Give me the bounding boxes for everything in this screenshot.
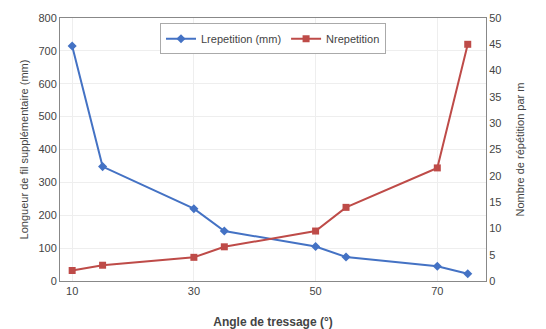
- svg-text:30: 30: [489, 117, 501, 129]
- svg-text:Longueur de fil supplémentaire: Longueur de fil supplémentaire (mm): [18, 60, 30, 240]
- svg-text:35: 35: [489, 91, 501, 103]
- svg-text:Lrepetition (mm): Lrepetition (mm): [201, 33, 281, 45]
- svg-text:25: 25: [489, 143, 501, 155]
- svg-text:Nrepetition: Nrepetition: [326, 33, 379, 45]
- svg-text:0: 0: [489, 275, 495, 287]
- svg-text:400: 400: [38, 143, 56, 155]
- svg-text:100: 100: [38, 242, 56, 254]
- svg-text:70: 70: [431, 285, 443, 297]
- svg-text:15: 15: [489, 196, 501, 208]
- svg-text:0: 0: [51, 275, 57, 287]
- svg-text:50: 50: [489, 12, 501, 24]
- svg-text:20: 20: [489, 170, 501, 182]
- svg-text:700: 700: [38, 45, 56, 57]
- svg-text:40: 40: [489, 64, 501, 76]
- svg-text:50: 50: [309, 285, 321, 297]
- svg-text:45: 45: [489, 38, 501, 50]
- svg-text:500: 500: [38, 110, 56, 122]
- svg-text:Nombre de répétition par m: Nombre de répétition par m: [514, 83, 526, 217]
- svg-text:Angle de tressage (°): Angle de tressage (°): [213, 315, 333, 329]
- svg-text:800: 800: [38, 12, 56, 24]
- svg-text:5: 5: [489, 249, 495, 261]
- svg-text:10: 10: [489, 222, 501, 234]
- svg-text:600: 600: [38, 78, 56, 90]
- svg-text:30: 30: [188, 285, 200, 297]
- svg-text:200: 200: [38, 209, 56, 221]
- svg-text:300: 300: [38, 176, 56, 188]
- svg-text:10: 10: [66, 285, 78, 297]
